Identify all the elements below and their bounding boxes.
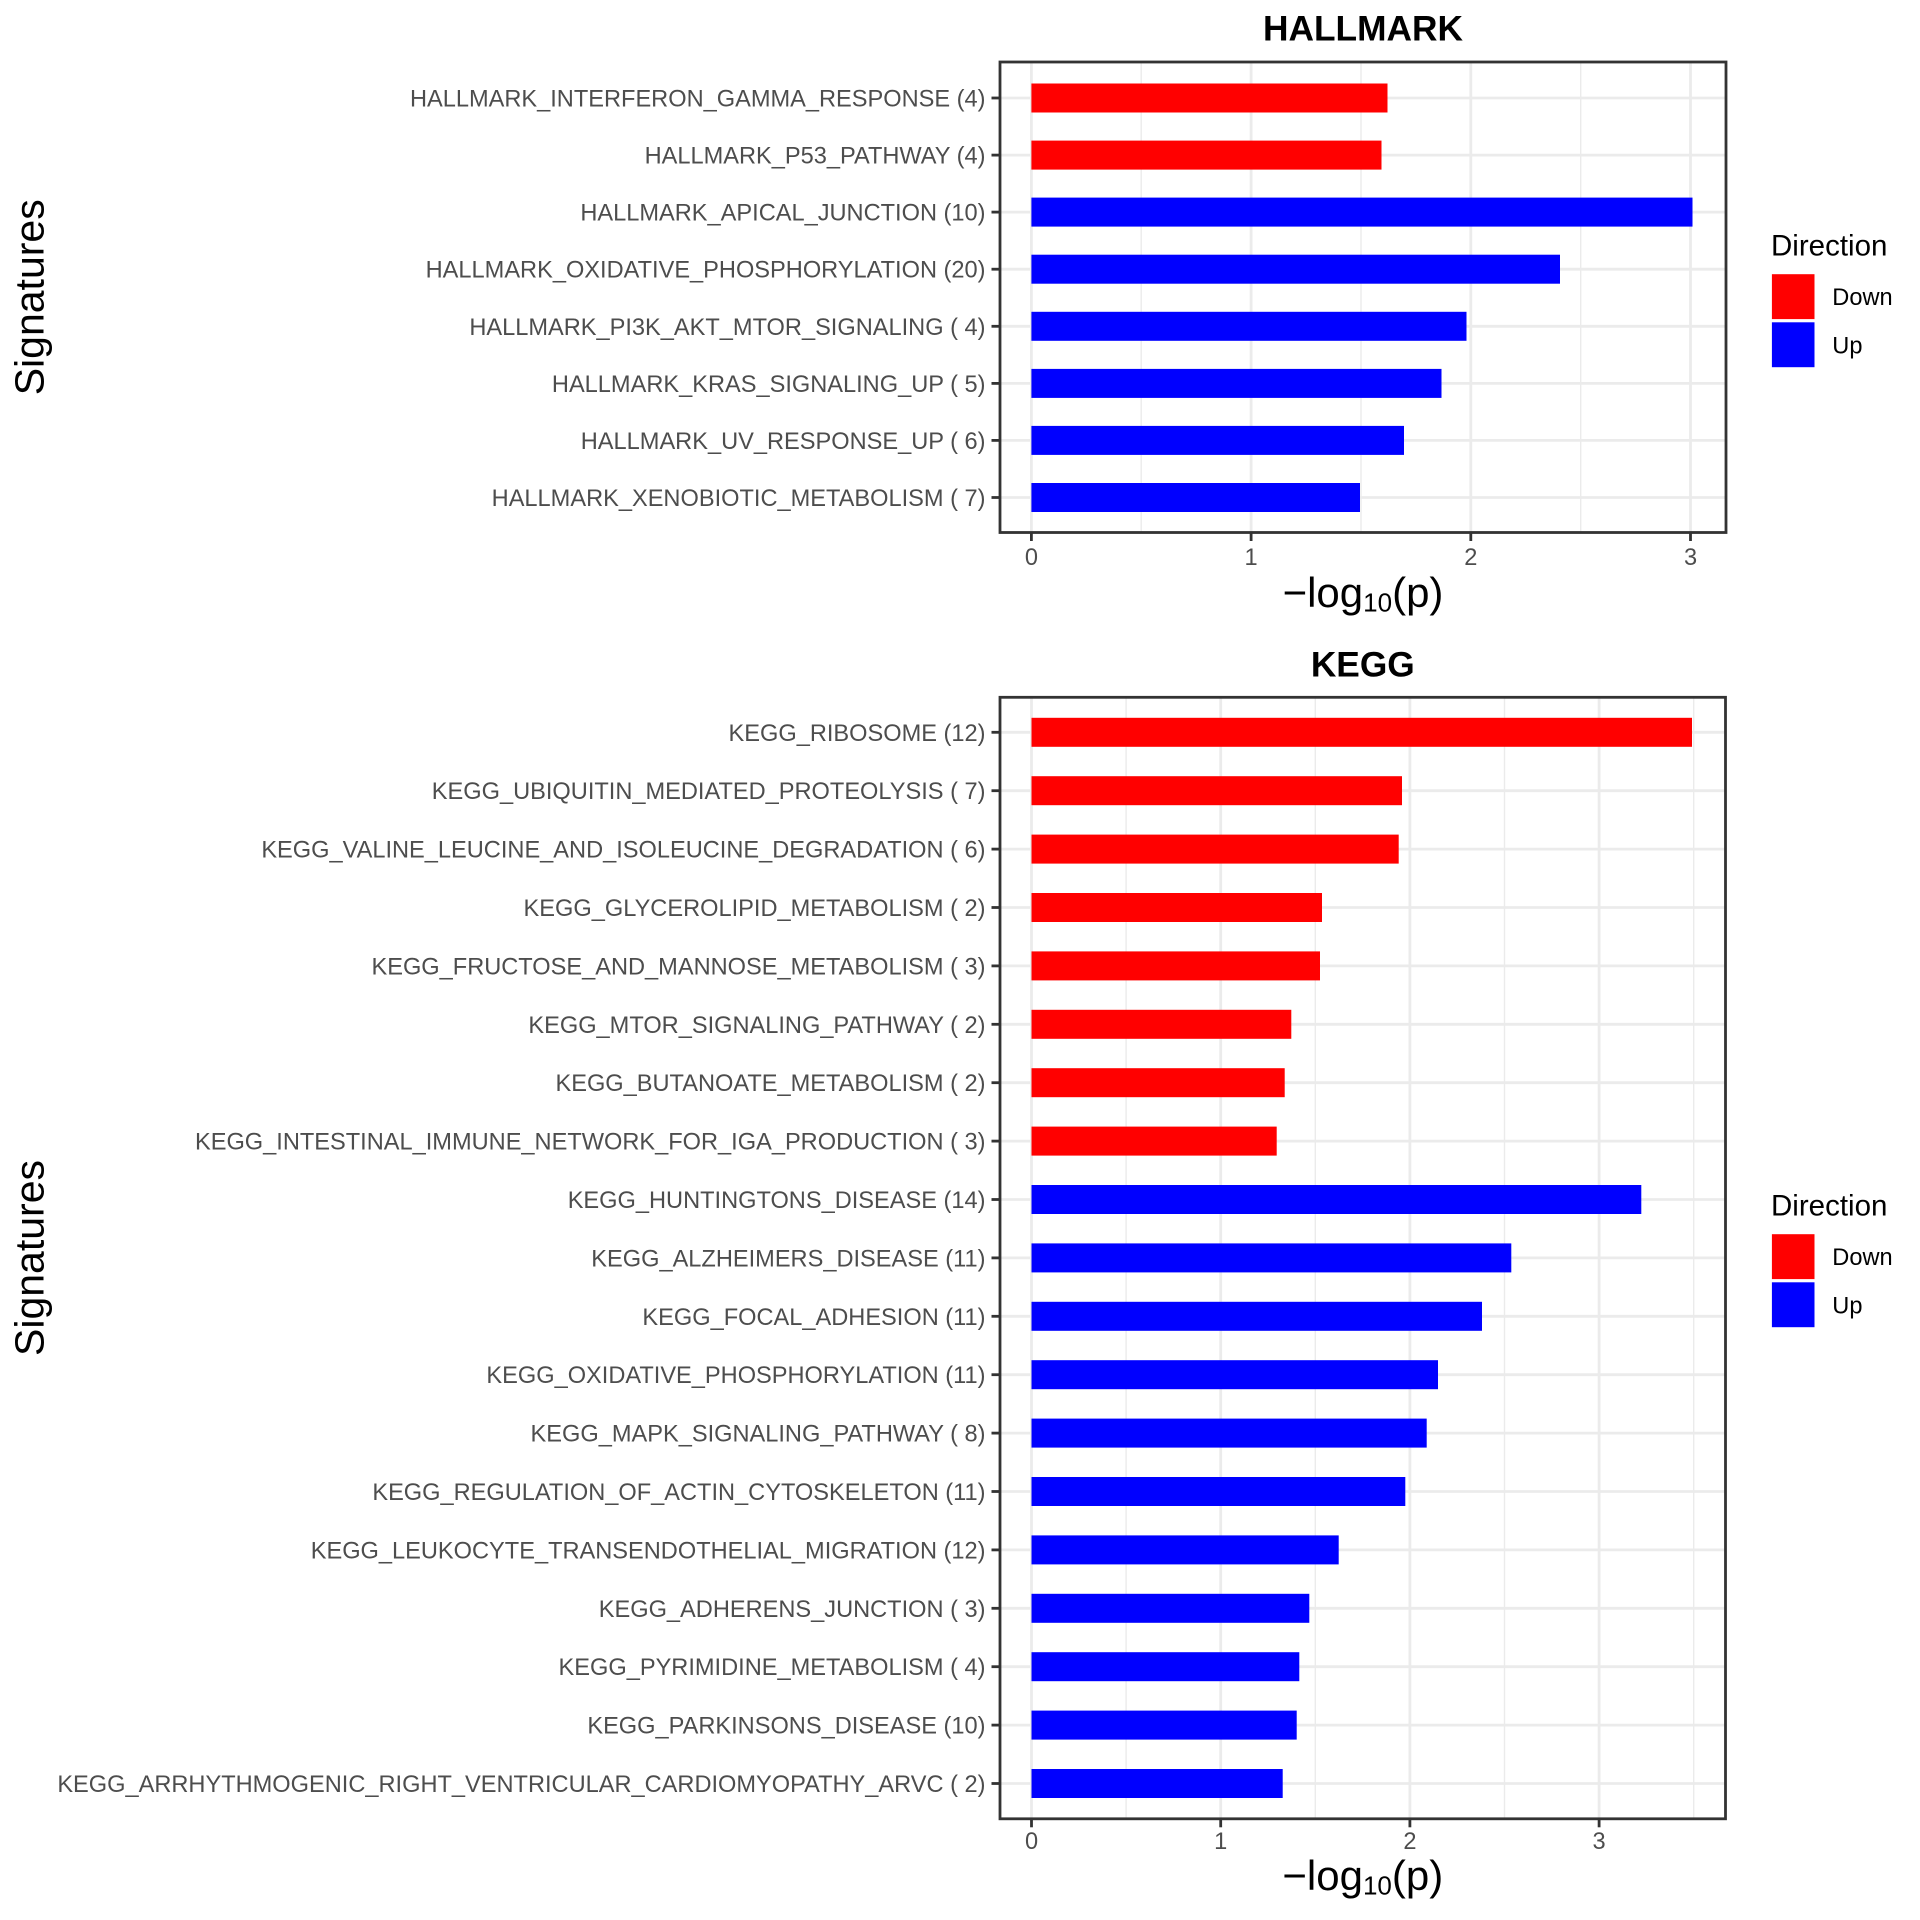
svg-text:Down: Down xyxy=(1832,1245,1892,1271)
svg-text:HALLMARK_UV_RESPONSE_UP ( 6): HALLMARK_UV_RESPONSE_UP ( 6) xyxy=(581,429,986,455)
svg-text:Direction: Direction xyxy=(1771,229,1887,262)
svg-text:−log10(p): −log10(p) xyxy=(1283,569,1444,618)
svg-text:KEGG_FRUCTOSE_AND_MANNOSE_META: KEGG_FRUCTOSE_AND_MANNOSE_METABOLISM ( 3… xyxy=(371,954,985,980)
svg-text:HALLMARK_XENOBIOTIC_METABOLISM: HALLMARK_XENOBIOTIC_METABOLISM ( 7) xyxy=(492,486,986,512)
svg-text:KEGG_PARKINSONS_DISEASE (10): KEGG_PARKINSONS_DISEASE (10) xyxy=(587,1714,985,1740)
svg-text:KEGG_UBIQUITIN_MEDIATED_PROTEO: KEGG_UBIQUITIN_MEDIATED_PROTEOLYSIS ( 7) xyxy=(432,779,986,805)
svg-text:KEGG_BUTANOATE_METABOLISM ( 2): KEGG_BUTANOATE_METABOLISM ( 2) xyxy=(555,1071,985,1097)
svg-text:HALLMARK_PI3K_AKT_MTOR_SIGNALI: HALLMARK_PI3K_AKT_MTOR_SIGNALING ( 4) xyxy=(469,315,985,341)
svg-text:1: 1 xyxy=(1214,1829,1227,1855)
svg-text:KEGG_HUNTINGTONS_DISEASE (14): KEGG_HUNTINGTONS_DISEASE (14) xyxy=(568,1188,986,1214)
svg-text:Signatures: Signatures xyxy=(7,199,53,395)
svg-text:KEGG_RIBOSOME (12): KEGG_RIBOSOME (12) xyxy=(729,721,986,747)
svg-text:KEGG: KEGG xyxy=(1311,646,1415,685)
svg-text:KEGG_MTOR_SIGNALING_PATHWAY (: KEGG_MTOR_SIGNALING_PATHWAY ( 2) xyxy=(528,1013,985,1039)
svg-text:HALLMARK: HALLMARK xyxy=(1263,9,1463,48)
svg-text:−log10(p): −log10(p) xyxy=(1282,1852,1443,1901)
svg-text:HALLMARK_APICAL_JUNCTION (10): HALLMARK_APICAL_JUNCTION (10) xyxy=(580,201,985,227)
svg-text:KEGG_GLYCEROLIPID_METABOLISM (: KEGG_GLYCEROLIPID_METABOLISM ( 2) xyxy=(524,896,986,922)
svg-text:3: 3 xyxy=(1684,545,1697,571)
svg-text:KEGG_VALINE_LEUCINE_AND_ISOLEU: KEGG_VALINE_LEUCINE_AND_ISOLEUCINE_DEGRA… xyxy=(261,838,985,864)
svg-text:KEGG_REGULATION_OF_ACTIN_CYTOS: KEGG_REGULATION_OF_ACTIN_CYTOSKELETON (1… xyxy=(372,1480,985,1506)
svg-text:Up: Up xyxy=(1832,333,1862,359)
svg-text:1: 1 xyxy=(1245,545,1258,571)
svg-text:Down: Down xyxy=(1832,285,1892,311)
svg-text:Signatures: Signatures xyxy=(7,1160,53,1356)
svg-text:KEGG_ALZHEIMERS_DISEASE (11): KEGG_ALZHEIMERS_DISEASE (11) xyxy=(591,1246,985,1272)
svg-text:0: 0 xyxy=(1025,1829,1038,1855)
svg-text:HALLMARK_KRAS_SIGNALING_UP ( 5: HALLMARK_KRAS_SIGNALING_UP ( 5) xyxy=(552,372,986,398)
svg-text:KEGG_MAPK_SIGNALING_PATHWAY (: KEGG_MAPK_SIGNALING_PATHWAY ( 8) xyxy=(531,1422,986,1448)
svg-text:2: 2 xyxy=(1464,545,1477,571)
svg-text:KEGG_LEUKOCYTE_TRANSENDOTHELIA: KEGG_LEUKOCYTE_TRANSENDOTHELIAL_MIGRATIO… xyxy=(311,1538,986,1564)
svg-text:KEGG_OXIDATIVE_PHOSPHORYLATION: KEGG_OXIDATIVE_PHOSPHORYLATION (11) xyxy=(486,1363,985,1389)
svg-text:Up: Up xyxy=(1832,1293,1862,1319)
svg-text:HALLMARK_INTERFERON_GAMMA_RESP: HALLMARK_INTERFERON_GAMMA_RESPONSE (4) xyxy=(410,87,986,113)
svg-text:HALLMARK_OXIDATIVE_PHOSPHORYLA: HALLMARK_OXIDATIVE_PHOSPHORYLATION (20) xyxy=(426,258,986,284)
svg-text:0: 0 xyxy=(1025,545,1038,571)
svg-text:KEGG_PYRIMIDINE_METABOLISM ( 4: KEGG_PYRIMIDINE_METABOLISM ( 4) xyxy=(559,1655,986,1681)
svg-text:3: 3 xyxy=(1593,1829,1606,1855)
svg-text:HALLMARK_P53_PATHWAY (4): HALLMARK_P53_PATHWAY (4) xyxy=(645,144,986,170)
svg-text:KEGG_ARRHYTHMOGENIC_RIGHT_VENT: KEGG_ARRHYTHMOGENIC_RIGHT_VENTRICULAR_CA… xyxy=(57,1772,985,1798)
svg-text:Direction: Direction xyxy=(1771,1189,1887,1222)
svg-text:KEGG_ADHERENS_JUNCTION ( 3): KEGG_ADHERENS_JUNCTION ( 3) xyxy=(599,1597,986,1623)
svg-text:KEGG_FOCAL_ADHESION (11): KEGG_FOCAL_ADHESION (11) xyxy=(642,1305,985,1331)
svg-text:2: 2 xyxy=(1403,1829,1416,1855)
svg-text:KEGG_INTESTINAL_IMMUNE_NETWORK: KEGG_INTESTINAL_IMMUNE_NETWORK_FOR_IGA_P… xyxy=(195,1130,986,1156)
